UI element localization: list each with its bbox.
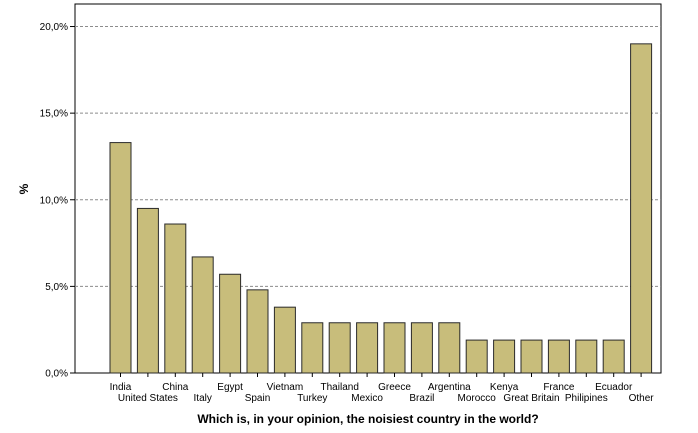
y-tick-label: 15,0% — [40, 109, 68, 120]
x-tick-label: Greece — [378, 382, 411, 393]
x-tick-label: India — [110, 382, 132, 393]
bar-morocco — [465, 339, 488, 374]
plot-area — [74, 3, 662, 374]
bar-ecuador — [602, 339, 625, 374]
bar-other — [630, 43, 653, 374]
bar-mexico — [356, 322, 379, 374]
x-tick-label: Egypt — [217, 382, 243, 393]
x-tick-label: Great Britain — [503, 393, 559, 404]
x-tick-label: Turkey — [297, 393, 327, 404]
bar-italy — [191, 256, 214, 374]
y-tick-label: 10,0% — [40, 195, 68, 206]
x-tick-label: China — [162, 382, 189, 393]
y-axis-ticks: 0,0% 5,0% 10,0% 15,0% 20,0% — [40, 22, 75, 380]
x-tick-label: Mexico — [351, 393, 383, 404]
bar-vietnam — [273, 306, 296, 374]
x-tick-label: Philipines — [565, 393, 608, 404]
bar-china — [164, 223, 187, 374]
bar-united-states — [136, 207, 159, 374]
x-tick-label: Kenya — [490, 382, 519, 393]
bar-egypt — [219, 273, 242, 374]
bar-philipines — [575, 339, 598, 374]
x-axis-label: Which is, in your opinion, the noisiest … — [197, 412, 538, 426]
bar-kenya — [493, 339, 516, 374]
x-tick-label: Vietnam — [267, 382, 304, 393]
x-tick-label: Argentina — [428, 382, 471, 393]
bar-turkey — [301, 322, 324, 374]
y-tick-label: 20,0% — [40, 22, 68, 33]
bar-greece — [383, 322, 406, 374]
x-tick-label: Italy — [194, 393, 212, 404]
y-tick-label: 0,0% — [45, 369, 68, 380]
bar-thailand — [328, 322, 351, 374]
x-tick-label: Thailand — [321, 382, 359, 393]
bar-india — [109, 142, 132, 374]
x-tick-label: France — [543, 382, 575, 393]
bar-great-britain — [520, 339, 543, 374]
x-tick-label: Spain — [245, 393, 271, 404]
bar-brazil — [410, 322, 433, 374]
x-tick-label: Brazil — [409, 393, 434, 404]
x-tick-label: Ecuador — [595, 382, 633, 393]
y-axis-label: % — [17, 183, 31, 194]
x-tick-label: Other — [629, 393, 655, 404]
y-tick-label: 5,0% — [45, 282, 68, 293]
bars — [109, 43, 653, 374]
bar-spain — [246, 289, 269, 374]
bar-argentina — [438, 322, 461, 374]
x-tick-label: United States — [118, 393, 178, 404]
bar-france — [547, 339, 570, 374]
x-tick-label: Morocco — [458, 393, 497, 404]
